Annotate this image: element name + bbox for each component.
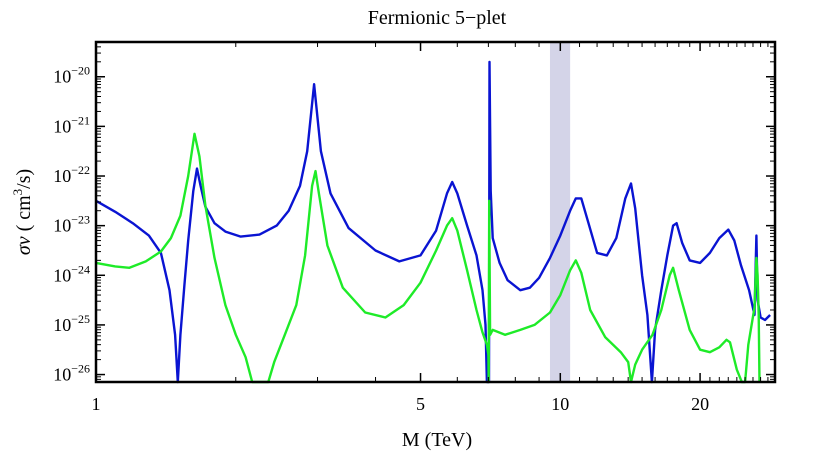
series-line-blue xyxy=(95,60,771,384)
x-tick-label: 20 xyxy=(691,394,709,414)
y-axis-label: σv ( cm3/s) xyxy=(10,169,35,255)
y-tick-label: 10−20 xyxy=(53,64,90,87)
y-tick-label: 10−25 xyxy=(53,312,90,335)
x-tick-label: 5 xyxy=(416,394,425,414)
y-tick-label: 10−24 xyxy=(53,262,90,285)
y-label-unit-close: /s) xyxy=(13,169,35,189)
y-tick-label: 10−26 xyxy=(53,362,90,385)
x-tick-label: 1 xyxy=(92,394,101,414)
y-label-unit-open: ( cm xyxy=(13,195,35,237)
chart-title: Fermionic 5−plet xyxy=(368,7,507,29)
y-label-symbol: σv xyxy=(13,236,35,255)
shaded-band xyxy=(549,42,571,382)
x-tick-label: 10 xyxy=(551,394,569,414)
y-tick-label: 10−21 xyxy=(53,113,90,136)
y-tick-label: 10−22 xyxy=(53,163,90,186)
series-line-green xyxy=(95,132,761,384)
y-tick-label: 10−23 xyxy=(53,213,90,236)
x-axis-label: M (TeV) xyxy=(402,429,472,451)
plot-frame xyxy=(94,40,777,384)
y-label-unit-exponent: 3 xyxy=(10,189,25,196)
